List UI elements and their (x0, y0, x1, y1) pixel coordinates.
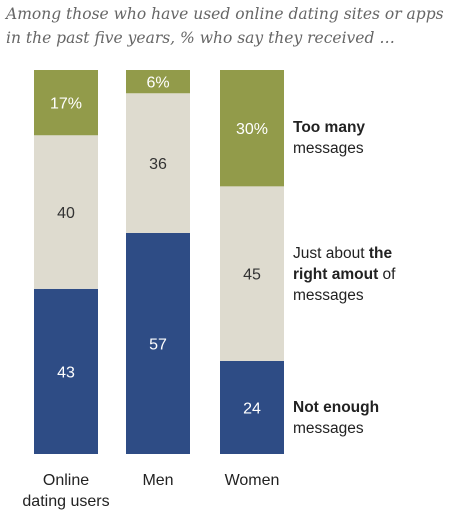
category-label-men: Men (142, 472, 173, 489)
data-label-women: 30% (236, 121, 268, 138)
legend-not-enough: Not enough messages (293, 397, 379, 439)
legend-too-many-rest: messages (293, 140, 364, 157)
chart-subtitle: Among those who have used online dating … (6, 5, 444, 47)
data-label-women: 45 (243, 267, 261, 284)
bar-women-not-enough (220, 360, 284, 454)
legend-right-amount: Just about the right amout of messages (293, 243, 395, 306)
legend-right-bold-2: right amout (293, 266, 379, 283)
legend-not-enough-bold: Not enough (293, 399, 380, 416)
data-label-men: 36 (149, 156, 167, 173)
category-label-online-dating-users: dating users (22, 493, 109, 510)
data-label-women: 24 (243, 400, 261, 417)
bar-women-just-about (220, 186, 284, 361)
legend-not-enough-rest: messages (293, 420, 364, 437)
bar-online-dating-users-not-enough (34, 288, 98, 454)
bar-online-dating-users-just-about (34, 135, 98, 289)
bar-women-too-many (220, 70, 284, 187)
bar-online-dating-users-too-many (34, 70, 98, 136)
legend-right-rest: messages (293, 287, 364, 304)
data-label-men: 57 (149, 336, 167, 353)
data-label-online-dating-users: 43 (57, 364, 75, 381)
legend-right-pre: Just about (293, 245, 369, 262)
bar-men-not-enough (126, 232, 190, 454)
legend-too-many: Too many messages (293, 117, 365, 159)
category-label-women: Women (225, 472, 280, 489)
legend-right-bold: the (368, 245, 393, 262)
data-label-online-dating-users: 17% (50, 96, 82, 113)
legend-right-post: of (378, 266, 396, 283)
category-label-online-dating-users: Online (43, 472, 89, 489)
data-label-men: 6% (146, 75, 169, 92)
bar-men-too-many (126, 70, 190, 94)
data-label-online-dating-users: 40 (57, 205, 75, 222)
legend-too-many-bold: Too many (293, 119, 366, 136)
bar-men-just-about (126, 93, 190, 233)
